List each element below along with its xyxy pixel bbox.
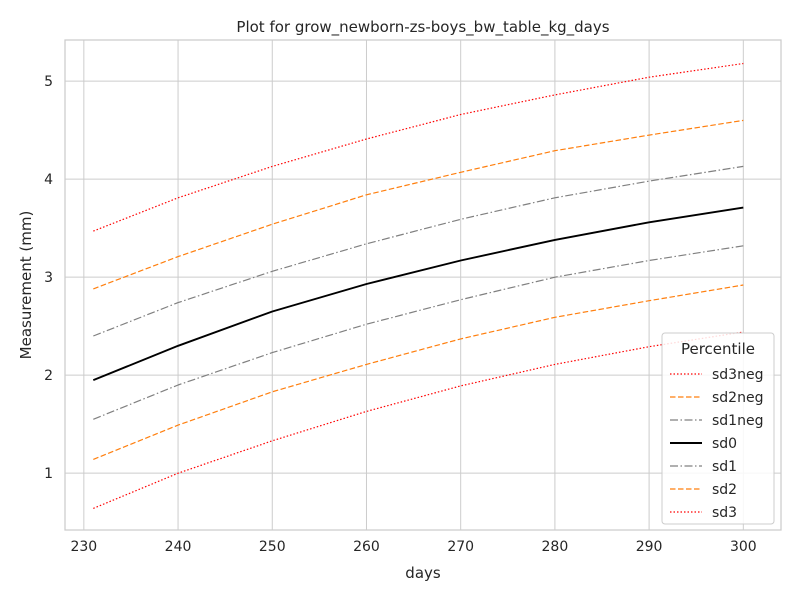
x-tick-label: 290 <box>636 539 663 555</box>
series-lines <box>92 62 744 509</box>
legend-label-sd2neg: sd2neg <box>712 390 763 406</box>
x-tick-labels: 230 240 250 260 270 280 290 300 <box>70 539 756 555</box>
legend-label-sd3: sd3 <box>712 505 737 521</box>
x-tick-label: 270 <box>447 539 474 555</box>
series-line-sd2neg <box>93 119 744 290</box>
x-tick-label: 260 <box>353 539 380 555</box>
legend-label-sd2: sd2 <box>712 482 737 498</box>
x-tick-label: 280 <box>542 539 569 555</box>
x-tick-label: 300 <box>730 539 757 555</box>
legend: Percentile sd3neg sd2neg sd1neg sd0 sd1 sd2 sd… <box>661 332 775 525</box>
y-axis-label: Measurement (mm) <box>17 211 35 360</box>
y-tick-label: 1 <box>44 466 53 482</box>
legend-label-sd3neg: sd3neg <box>712 367 763 383</box>
series-line-sd0 <box>92 206 744 381</box>
y-tick-label: 4 <box>44 172 53 188</box>
legend-title: Percentile <box>681 340 755 358</box>
y-tick-label: 3 <box>44 270 53 286</box>
y-tick-label: 2 <box>44 368 53 384</box>
x-tick-label: 230 <box>70 539 97 555</box>
x-tick-label: 250 <box>259 539 286 555</box>
legend-label-sd1: sd1 <box>712 459 737 475</box>
plot-frame <box>64 39 782 531</box>
series-line-sd2 <box>93 284 744 460</box>
legend-frame <box>661 332 775 525</box>
y-tick-label: 5 <box>44 74 53 90</box>
legend-label-sd0: sd0 <box>712 436 737 452</box>
y-tick-labels: 1 2 3 4 5 <box>44 74 53 482</box>
legend-label-sd1neg: sd1neg <box>712 413 763 429</box>
series-line-sd1 <box>93 245 744 420</box>
series-line-sd3neg <box>93 62 744 232</box>
series-line-sd3 <box>93 331 744 509</box>
x-axis-label: days <box>405 564 441 582</box>
x-tick-label: 240 <box>165 539 192 555</box>
chart-title: Plot for grow_newborn-zs-boys_bw_table_k… <box>236 18 609 37</box>
series-line-sd1neg <box>93 165 744 337</box>
